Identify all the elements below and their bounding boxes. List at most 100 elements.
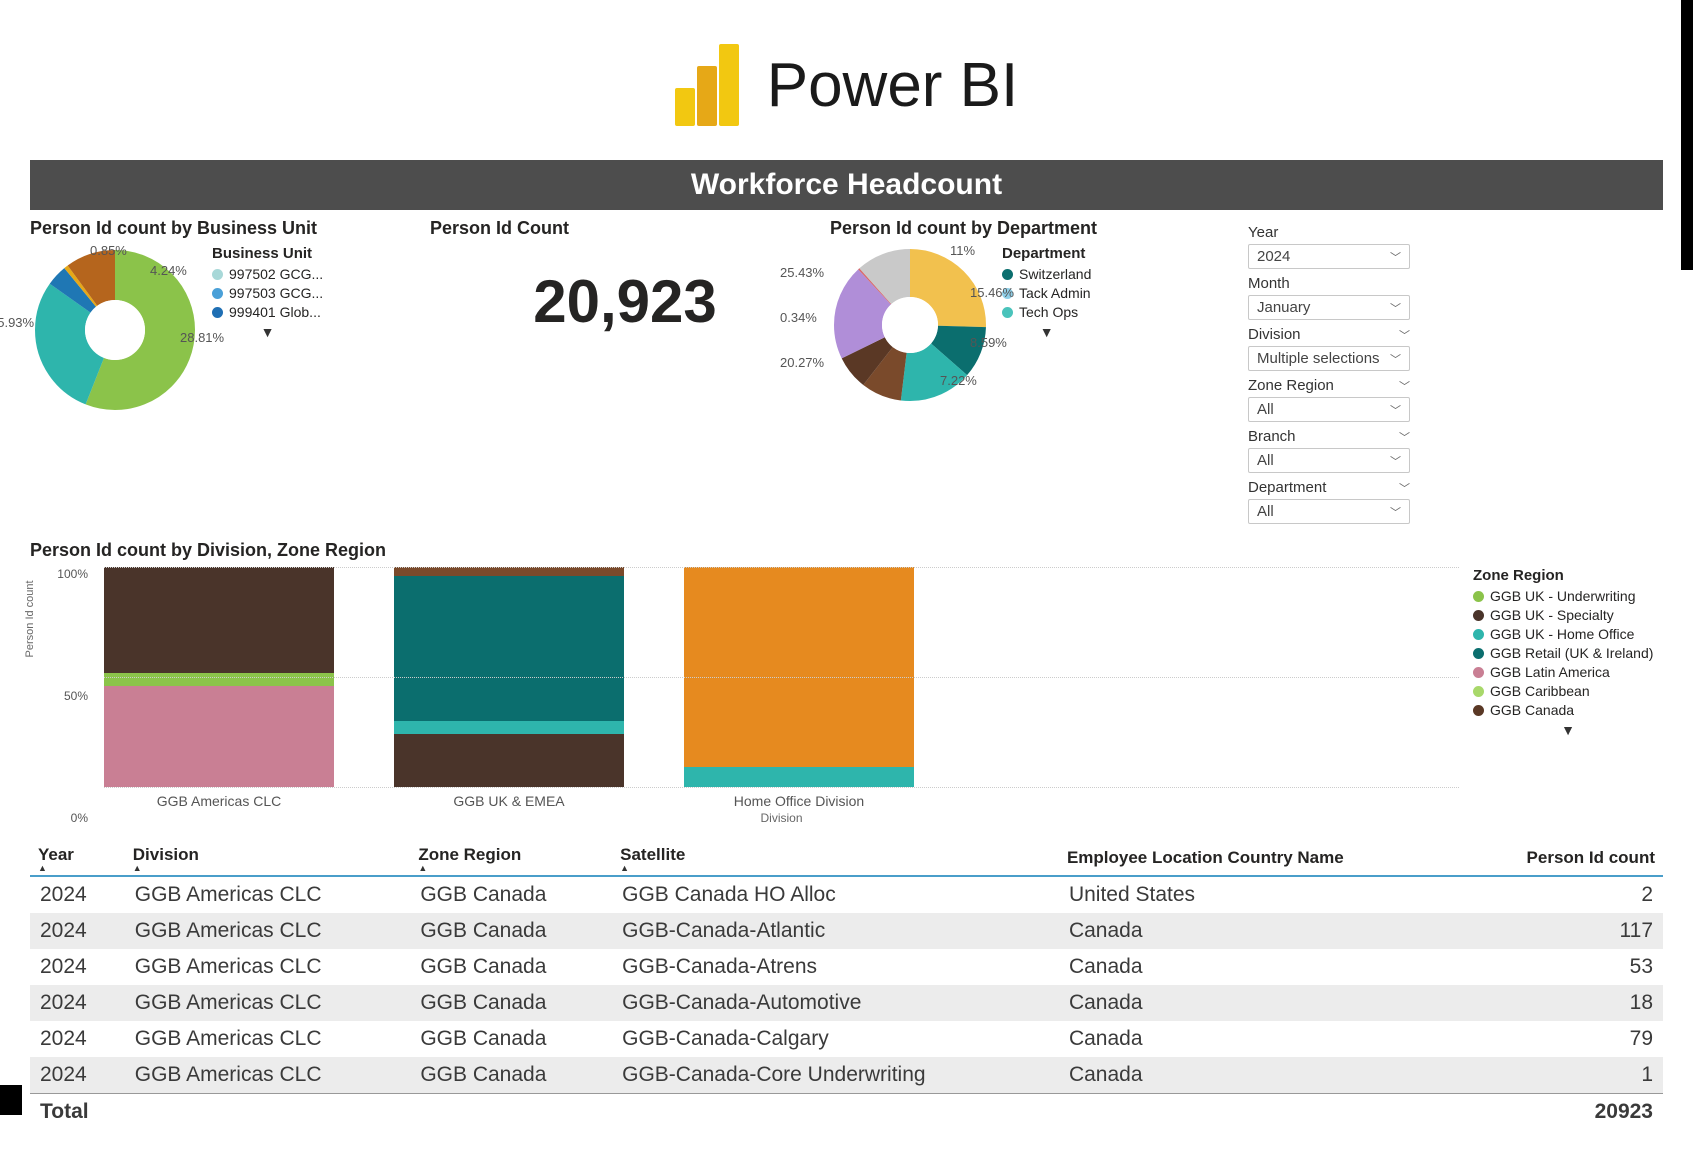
filter-dropdown[interactable]: All ﹀: [1248, 499, 1410, 524]
table-cell: 2024: [30, 949, 125, 985]
table-row[interactable]: 2024GGB Americas CLCGGB CanadaGGB-Canada…: [30, 1057, 1663, 1094]
legend-item[interactable]: 997503 GCG...: [212, 285, 323, 301]
table-cell: GGB Canada: [410, 1021, 612, 1057]
filter-dropdown[interactable]: All﹀: [1248, 448, 1410, 473]
filter-dropdown[interactable]: January ﹀: [1248, 295, 1410, 320]
table-column-header[interactable]: Division▲: [125, 839, 411, 876]
table-cell: 1: [1463, 1057, 1663, 1094]
legend-label: Tech Ops: [1019, 304, 1078, 320]
legend-item[interactable]: GGB UK - Underwriting: [1473, 588, 1663, 604]
table-cell: Canada: [1059, 949, 1463, 985]
table-cell: GGB Americas CLC: [125, 985, 411, 1021]
donut-slice-label: 25.43%: [780, 265, 824, 280]
donut-slice-label: 55.93%: [0, 315, 34, 330]
legend-label: GGB Latin America: [1490, 664, 1610, 680]
filter-dropdown[interactable]: 2024﹀: [1248, 244, 1410, 269]
chevron-down-icon[interactable]: ﹀: [1399, 429, 1410, 445]
legend-item[interactable]: GGB Latin America: [1473, 664, 1663, 680]
dept-chart-title: Person Id count by Department: [830, 218, 1230, 239]
table-column-header[interactable]: Year▲: [30, 839, 125, 876]
chevron-down-icon: ﹀: [1390, 402, 1401, 418]
legend-label: Switzerland: [1019, 266, 1091, 282]
bar-segment: [394, 567, 624, 576]
legend-item[interactable]: GGB UK - Home Office: [1473, 626, 1663, 642]
stacked-y-ticks: 100%50%0%: [57, 567, 88, 825]
legend-item[interactable]: GGB UK - Specialty: [1473, 607, 1663, 623]
legend-item[interactable]: 997502 GCG...: [212, 266, 323, 282]
filter-dropdown[interactable]: All﹀: [1248, 397, 1410, 422]
table-row[interactable]: 2024GGB Americas CLCGGB CanadaGGB-Canada…: [30, 1021, 1663, 1057]
bar-segment: [394, 576, 624, 721]
table-cell: GGB Canada HO Alloc: [612, 876, 1059, 913]
legend-label: 999401 Glob...: [229, 304, 321, 320]
table-cell: 2024: [30, 913, 125, 949]
filter-label: Month: [1248, 275, 1410, 292]
legend-label: GGB UK - Underwriting: [1490, 588, 1635, 604]
table-column-header[interactable]: Person Id count: [1463, 839, 1663, 876]
bar-segment: [104, 567, 334, 673]
filter-dropdown[interactable]: Multiple selections﹀: [1248, 346, 1410, 371]
table-cell: 2024: [30, 1021, 125, 1057]
table-cell: GGB-Canada-Automotive: [612, 985, 1059, 1021]
table-cell: GGB-Canada-Atrens: [612, 949, 1059, 985]
donut-slice-label: 28.81%: [180, 330, 224, 345]
bar-segment: [394, 721, 624, 734]
legend-item[interactable]: Switzerland: [1002, 266, 1091, 282]
stacked-chart-title: Person Id count by Division, Zone Region: [30, 540, 1663, 561]
table-cell: Canada: [1059, 1021, 1463, 1057]
legend-swatch: [1473, 667, 1484, 678]
filter-value: All: [1257, 503, 1274, 520]
table-row[interactable]: 2024GGB Americas CLCGGB CanadaGGB-Canada…: [30, 949, 1663, 985]
table-cell: Canada: [1059, 1057, 1463, 1094]
bar-segment: [394, 734, 624, 787]
page-title: Workforce Headcount: [30, 160, 1663, 210]
sort-indicator-icon: ▲: [620, 865, 1051, 871]
table-total-label: Total: [30, 1094, 125, 1131]
filter-label: Division﹀: [1248, 326, 1410, 343]
table-column-header[interactable]: Employee Location Country Name: [1059, 839, 1463, 876]
legend-swatch: [212, 307, 223, 318]
legend-item[interactable]: 999401 Glob...: [212, 304, 323, 320]
donut-slice-label: 8.59%: [970, 335, 1007, 350]
filter-label: Zone Region﹀: [1248, 377, 1410, 394]
table-column-header[interactable]: Zone Region▲: [410, 839, 612, 876]
chevron-down-icon: ﹀: [1390, 249, 1401, 265]
table-row[interactable]: 2024GGB Americas CLCGGB CanadaGGB-Canada…: [30, 913, 1663, 949]
bu-donut-chart[interactable]: 55.93%28.81%4.24%0.85%: [30, 245, 200, 415]
chevron-down-icon: ﹀: [1390, 300, 1401, 316]
chevron-down-icon[interactable]: ﹀: [1399, 480, 1410, 496]
legend-item[interactable]: Tack Admin: [1002, 285, 1091, 301]
chevron-down-icon[interactable]: ﹀: [1399, 378, 1410, 394]
bu-chart-title: Person Id count by Business Unit: [30, 218, 420, 239]
dept-legend-expand-icon[interactable]: ▼: [1002, 324, 1091, 340]
table-cell: GGB-Canada-Atlantic: [612, 913, 1059, 949]
bu-legend-expand-icon[interactable]: ▼: [212, 324, 323, 340]
table-cell: GGB Canada: [410, 913, 612, 949]
stacked-bars[interactable]: [104, 567, 1459, 787]
dept-donut-chart[interactable]: 25.43%11%15.46%8.59%7.22%20.27%0.34%: [830, 245, 990, 405]
legend-item[interactable]: GGB Retail (UK & Ireland): [1473, 645, 1663, 661]
chevron-down-icon[interactable]: ﹀: [1399, 327, 1410, 343]
table-cell: 18: [1463, 985, 1663, 1021]
table-total-value: 20923: [1463, 1094, 1663, 1131]
donut-slice-label: 15.46%: [970, 285, 1014, 300]
legend-label: GGB UK - Specialty: [1490, 607, 1614, 623]
chevron-down-icon: ﹀: [1390, 351, 1401, 367]
legend-item[interactable]: Tech Ops: [1002, 304, 1091, 320]
donut-slice-label: 11%: [950, 243, 975, 258]
table-cell: GGB-Canada-Calgary: [612, 1021, 1059, 1057]
table-cell: GGB Canada: [410, 985, 612, 1021]
stacked-legend-expand-icon[interactable]: ▼: [1473, 722, 1663, 738]
table-cell: Canada: [1059, 985, 1463, 1021]
bar-segment: [104, 686, 334, 787]
table-row[interactable]: 2024GGB Americas CLCGGB CanadaGGB Canada…: [30, 876, 1663, 913]
legend-item[interactable]: GGB Caribbean: [1473, 683, 1663, 699]
table-row[interactable]: 2024GGB Americas CLCGGB CanadaGGB-Canada…: [30, 985, 1663, 1021]
headcount-table[interactable]: Year▲Division▲Zone Region▲Satellite▲Empl…: [30, 839, 1663, 1130]
kpi-title: Person Id Count: [430, 218, 820, 239]
filter-value: January: [1257, 299, 1310, 316]
table-column-header[interactable]: Satellite▲: [612, 839, 1059, 876]
legend-item[interactable]: GGB Canada: [1473, 702, 1663, 718]
chevron-down-icon: ﹀: [1390, 504, 1401, 520]
table-cell: GGB Canada: [410, 876, 612, 913]
